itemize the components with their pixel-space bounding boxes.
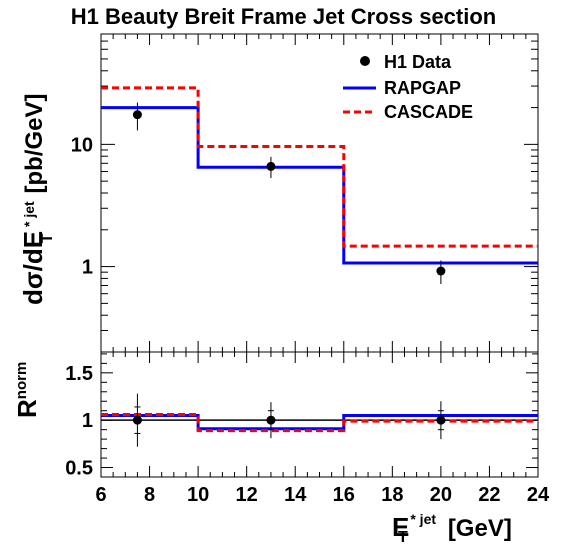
x-tick-label: 10 (187, 484, 209, 506)
y-axis-title-super: * jet (21, 201, 37, 231)
legend-h1-data-label: H1 Data (384, 52, 452, 72)
ratio-point (266, 415, 276, 425)
data-point (132, 110, 142, 120)
x-tick-label: 6 (95, 484, 106, 506)
ratio-y-axis-title-main: R (12, 399, 42, 418)
data-point (266, 161, 276, 171)
x-axis-title: E* jet T [GeV] (392, 511, 512, 544)
x-tick-label: 24 (527, 484, 550, 506)
y-tick-label: 1 (82, 410, 93, 432)
ratio-point (436, 415, 446, 425)
ratio-panel: 6 8 10 12 14 16 18 20 22 24 0.5 1 1.5 (65, 351, 550, 506)
x-tick-label: 14 (284, 484, 307, 506)
x-tick-label: 8 (144, 484, 155, 506)
ratio-point (132, 415, 142, 425)
y-tick-label: 1.5 (65, 363, 93, 385)
y-axis-title-main: dσ/dE (18, 231, 48, 305)
legend-h1-data-marker (360, 56, 370, 66)
ratio-y-axis-title-super: norm (13, 362, 30, 400)
y-axis-title: dσ/dE * jetT [pb/GeV] (18, 94, 56, 305)
x-tick-label: 18 (381, 484, 403, 506)
legend: H1 Data RAPGAP CASCADE (343, 52, 473, 122)
x-axis-title-main: E (392, 512, 409, 542)
x-axis-title-unit: [GeV] (448, 515, 512, 542)
data-point (436, 266, 446, 276)
rapgap-step-line-top (101, 106, 538, 265)
y-axis-title-sub: T (39, 233, 56, 243)
y-tick-label: 1 (82, 257, 93, 279)
y-axis-title-unit: [pb/GeV] (21, 94, 48, 194)
top-panel-marks (101, 86, 538, 285)
cascade-step-line-ratio (101, 413, 538, 433)
ratio-y-axis-title: Rnorm (12, 362, 42, 418)
x-tick-label: 22 (478, 484, 500, 506)
y-tick-label: 0.5 (65, 458, 93, 480)
x-tick-label: 20 (430, 484, 452, 506)
legend-rapgap-label: RAPGAP (384, 78, 461, 98)
x-tick-label: 16 (333, 484, 355, 506)
legend-cascade-label: CASCADE (384, 102, 473, 122)
x-axis-title-sub: T (398, 529, 408, 544)
top-panel: 1 10 (71, 33, 539, 353)
x-tick-label: 12 (236, 484, 258, 506)
ratio-panel-marks (101, 393, 538, 447)
x-axis-title-super: * jet (410, 511, 436, 527)
top-panel-frame (100, 33, 539, 353)
y-tick-label: 10 (71, 134, 93, 156)
cascade-step-line-top (101, 86, 538, 248)
chart-title: H1 Beauty Breit Frame Jet Cross section (70, 4, 497, 29)
